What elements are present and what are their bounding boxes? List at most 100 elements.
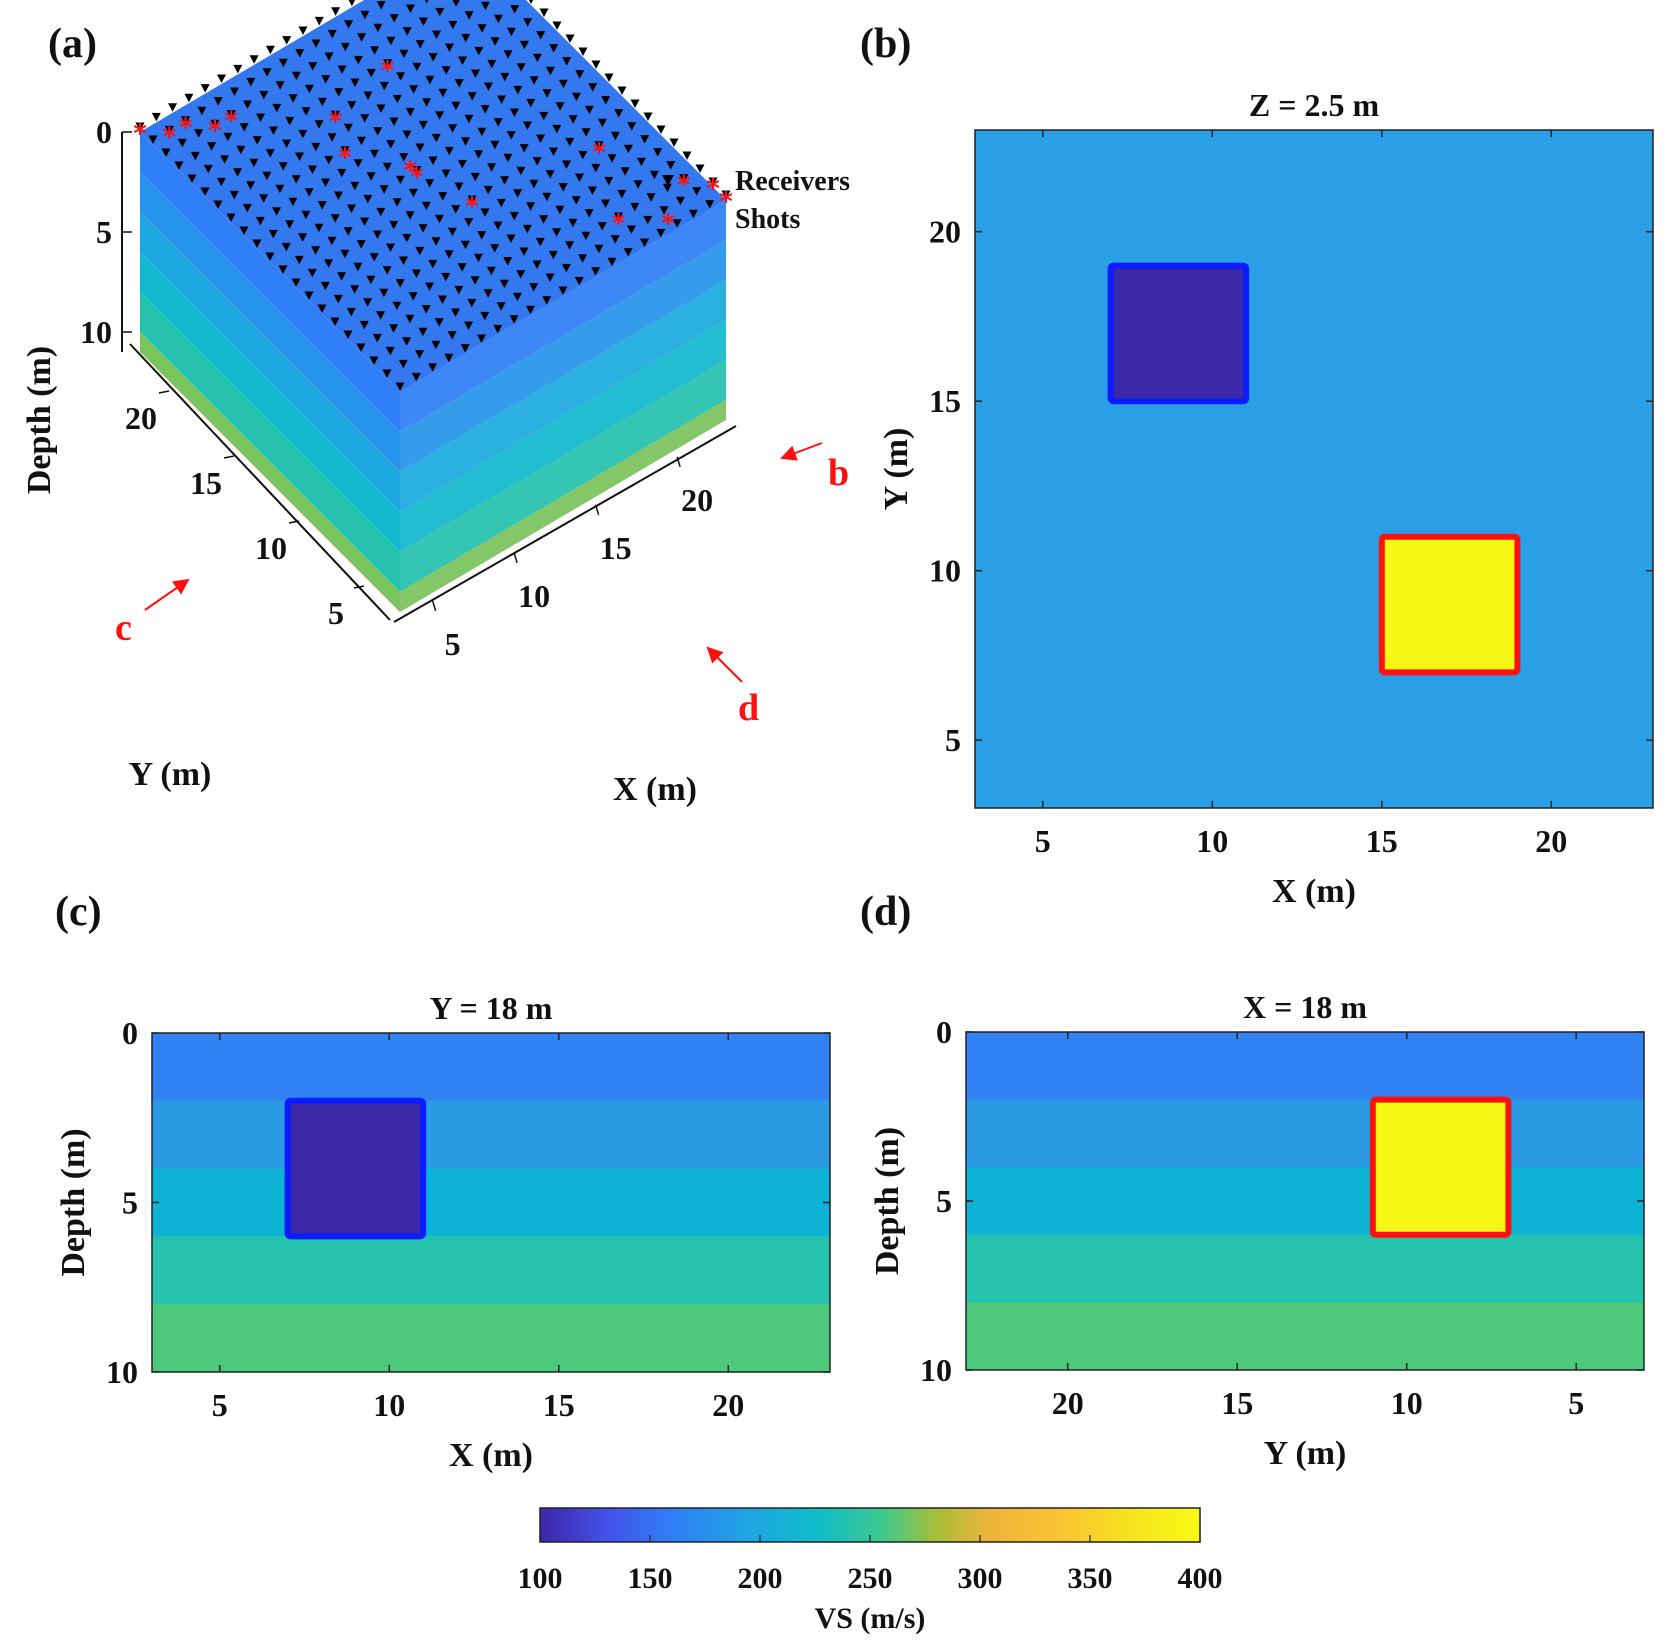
- panel-d-title: X = 18 m: [1243, 989, 1367, 1025]
- receiver-marker: [497, 95, 506, 104]
- receiver-marker: [470, 172, 480, 182]
- panel-a-ztick-label: 5: [96, 214, 112, 250]
- receiver-marker: [369, 356, 379, 365]
- receiver-marker: [669, 138, 679, 147]
- receiver-marker: [672, 219, 682, 228]
- panel-d-xtick-label: 10: [1391, 1385, 1423, 1421]
- receiver-marker: [308, 62, 318, 71]
- receiver-marker: [503, 50, 513, 59]
- panel-c-ytick-label: 0: [122, 1015, 138, 1051]
- receiver-marker: [348, 0, 356, 7]
- panel-a-legend: Receivers * Shots: [661, 166, 850, 239]
- receiver-marker: [376, 207, 386, 217]
- receiver-marker: [259, 194, 269, 203]
- receiver-marker: [526, 98, 536, 108]
- receiver-marker: [268, 229, 278, 239]
- receiver-marker: [265, 45, 275, 55]
- receiver-marker: [307, 268, 317, 278]
- receiver-marker: [327, 236, 337, 246]
- shot-marker: *: [381, 56, 395, 86]
- receiver-marker: [405, 211, 415, 220]
- receiver-marker: [249, 158, 259, 168]
- receiver-marker: [412, 62, 422, 72]
- receiver-marker: [523, 18, 533, 27]
- receiver-marker: [565, 34, 575, 43]
- receiver-marker: [363, 91, 373, 100]
- receiver-marker: [418, 120, 428, 130]
- receiver-marker: [597, 118, 607, 128]
- receiver-marker: [490, 244, 500, 253]
- receiver-marker: [223, 132, 233, 142]
- panel-a-ytick-mark: [353, 585, 365, 589]
- panel-c-ytick-label: 5: [122, 1185, 138, 1221]
- receiver-marker: [288, 94, 298, 103]
- receiver-marker: [301, 210, 311, 220]
- receiver-marker: [662, 183, 672, 193]
- receiver-marker: [447, 331, 457, 340]
- receiver-marker: [233, 168, 243, 177]
- panel-c-anomaly-1: [284, 1097, 427, 1240]
- receiver-marker: [500, 176, 510, 185]
- receiver-marker: [311, 142, 321, 152]
- receiver-marker: [503, 153, 513, 163]
- receiver-marker: [382, 266, 392, 275]
- shot-marker: *: [224, 107, 238, 137]
- receiver-marker: [477, 127, 487, 137]
- receiver-marker: [467, 195, 477, 204]
- receiver-marker: [457, 263, 467, 272]
- receiver-marker: [314, 120, 324, 129]
- receiver-marker: [464, 218, 474, 227]
- receiver-marker: [379, 185, 389, 194]
- receiver-marker: [317, 97, 327, 107]
- receiver-marker: [581, 231, 591, 241]
- receiver-marker: [343, 227, 353, 236]
- receiver-marker: [421, 201, 431, 211]
- receiver-marker: [496, 302, 506, 311]
- panel-c-xtick-label: 20: [712, 1387, 744, 1423]
- receiver-marker: [542, 296, 552, 305]
- receiver-marker: [614, 109, 624, 118]
- block-left-face-layer-3: [140, 212, 400, 512]
- block-top-surface: [140, 0, 726, 392]
- receiver-marker: [434, 318, 444, 327]
- panel-d-layer-2: [966, 1099, 1644, 1168]
- receiver-marker: [438, 192, 448, 201]
- receiver-marker: [591, 163, 601, 173]
- receiver-marker: [627, 122, 637, 131]
- receiver-marker: [265, 252, 275, 261]
- shot-marker: *: [133, 119, 147, 149]
- receiver-marker: [431, 133, 441, 143]
- shot-marker: *: [706, 174, 720, 204]
- panel-c-ylabel: Depth (m): [55, 1128, 92, 1276]
- panel-c-xtick-label: 15: [543, 1387, 575, 1423]
- receiver-marker: [516, 270, 526, 279]
- receiver-marker: [565, 241, 575, 250]
- panel-a-x-axis: [393, 425, 737, 623]
- receiver-marker: [386, 140, 396, 149]
- receiver-marker: [207, 142, 217, 151]
- receiver-marker: [509, 315, 519, 324]
- receiver-marker: [464, 114, 474, 124]
- receiver-marker: [311, 39, 321, 48]
- receiver-marker: [392, 94, 402, 104]
- panel-a-xtick-label: 20: [681, 482, 713, 518]
- block-left-face-layer-1: [140, 132, 400, 432]
- receiver-marker: [431, 340, 441, 350]
- panel-b-plot-area: [975, 130, 1653, 808]
- receiver-marker: [281, 242, 291, 252]
- receiver-marker: [331, 7, 341, 16]
- receiver-marker: [334, 191, 343, 200]
- colorbar-tick-label: 300: [958, 1562, 1003, 1595]
- receiver-marker: [278, 58, 288, 68]
- receiver-marker: [695, 164, 705, 173]
- receiver-marker: [321, 75, 331, 84]
- receiver-marker: [545, 170, 555, 179]
- receiver-marker: [510, 108, 519, 117]
- receiver-marker: [470, 276, 480, 285]
- receiver-marker: [262, 171, 272, 181]
- receiver-marker: [474, 46, 484, 56]
- receiver-marker: [555, 102, 565, 111]
- receiver-marker: [539, 8, 549, 17]
- receiver-marker: [581, 128, 591, 137]
